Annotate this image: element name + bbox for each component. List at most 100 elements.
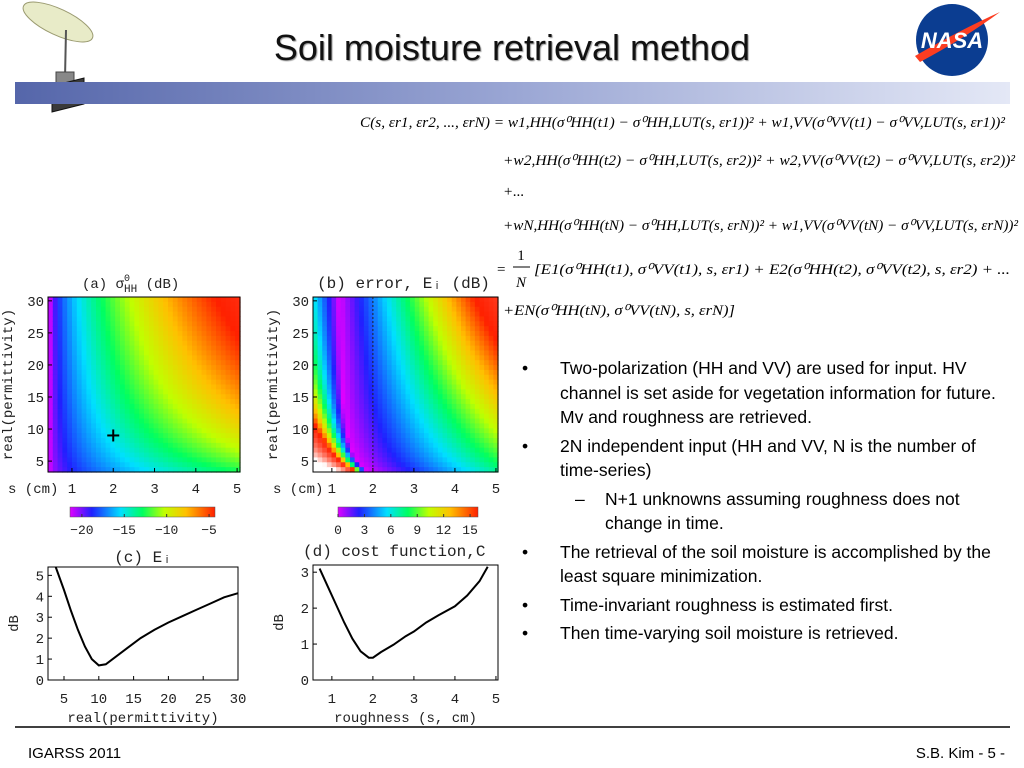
heatmap-cell (414, 379, 420, 386)
heatmap-cell (172, 316, 179, 322)
heatmap-cell (340, 369, 346, 376)
heatmap-cell (100, 379, 107, 386)
heatmap-cell (129, 428, 135, 434)
heatmap-cell (387, 360, 393, 366)
heatmap-cell (493, 311, 499, 318)
heatmap-cell (110, 442, 116, 449)
heatmap-cell (474, 345, 481, 352)
x-tick-label: 3 (410, 692, 418, 708)
footer-left: IGARSS 2011 (28, 745, 121, 762)
heatmap-cell (345, 369, 351, 376)
heatmap-cell (124, 350, 131, 356)
heatmap-cell (235, 311, 241, 318)
heatmap-cell (340, 384, 346, 390)
heatmap-cell (340, 389, 346, 395)
heatmap-cell (134, 418, 140, 424)
heatmap-cell (182, 311, 188, 318)
heatmap-cell (134, 301, 140, 308)
heatmap-cell (313, 374, 319, 381)
heatmap-cell (72, 403, 78, 410)
heatmap-cell (76, 408, 83, 415)
heatmap-cell (153, 399, 159, 405)
heatmap-cell (368, 423, 374, 429)
heatmap-cell (177, 418, 183, 424)
heatmap-cell (182, 350, 188, 356)
heatmap-cell (317, 403, 323, 410)
heatmap-cell (105, 408, 111, 415)
heatmap-cell (158, 311, 164, 318)
heatmap-cell (158, 331, 164, 337)
heatmap-cell (336, 316, 342, 322)
heatmap-cell (479, 457, 485, 463)
heatmap-cell (76, 389, 83, 395)
heatmap-cell (317, 355, 323, 361)
heatmap-cell (387, 355, 393, 361)
heatmap-cell (110, 355, 116, 361)
heatmap-cell (456, 335, 462, 342)
heatmap-cell (230, 394, 236, 400)
heatmap-cell (105, 297, 111, 303)
heatmap-cell (354, 399, 360, 405)
heatmap-cell (387, 379, 393, 386)
heatmap-cell (172, 394, 179, 400)
heatmap-cell (405, 413, 411, 420)
heatmap-cell (424, 452, 430, 459)
heatmap-cell (225, 365, 231, 371)
heatmap-cell (230, 437, 236, 444)
heatmap-cell (373, 442, 379, 449)
heatmap-cell (382, 326, 388, 332)
heatmap-cell (67, 452, 73, 459)
heatmap-cell (414, 447, 420, 454)
heatmap-cell (313, 442, 319, 449)
heatmap-cell (451, 331, 457, 337)
heatmap-cell (139, 447, 145, 454)
heatmap-cell (153, 389, 159, 395)
heatmap-cell (354, 437, 360, 444)
heatmap-cell (163, 413, 169, 420)
heatmap-cell (187, 433, 193, 439)
heatmap-cell (470, 447, 476, 454)
y-tick-label: 2 (301, 602, 309, 618)
heatmap-cell (345, 423, 351, 429)
heatmap-cell (48, 326, 54, 332)
heatmap-cell (115, 301, 121, 308)
heatmap-cell (345, 331, 351, 337)
heatmap-cell (354, 301, 360, 308)
heatmap-cell (451, 306, 457, 313)
heatmap-cell (391, 326, 397, 332)
heatmap-cell (172, 340, 179, 347)
heatmap-cell (163, 462, 169, 468)
heatmap-cell (144, 311, 150, 318)
heatmap-cell (211, 437, 217, 444)
heatmap-cell (317, 394, 323, 400)
heatmap-cell (465, 408, 471, 415)
heatmap-cell (345, 433, 351, 439)
heatmap-cell (419, 437, 425, 444)
heatmap-cell (139, 379, 145, 386)
heatmap-cell (72, 423, 78, 429)
heatmap-cell (484, 389, 490, 395)
heatmap-cell (493, 462, 499, 468)
logo-text: NASA (921, 28, 983, 53)
heatmap-cell (405, 316, 411, 322)
heatmap-cell (192, 389, 198, 395)
heatmap-cell (428, 457, 434, 463)
heatmap-cell (187, 345, 193, 352)
heatmap-cell (211, 447, 217, 454)
heatmap-cell (110, 457, 116, 463)
heatmap-cell (437, 408, 444, 415)
heatmap-cell (129, 311, 135, 318)
heatmap-cell (433, 442, 439, 449)
heatmap-cell (470, 433, 476, 439)
heatmap-cell (72, 335, 78, 342)
heatmap-cell (100, 394, 107, 400)
heatmap-cell (144, 447, 150, 454)
heatmap-cell (451, 418, 457, 424)
heatmap-cell (456, 408, 462, 415)
heatmap-cell (414, 350, 420, 356)
heatmap-cell (419, 316, 425, 322)
heatmap-cell (400, 428, 407, 434)
x-tick-label: 5 (60, 692, 68, 708)
heatmap-cell (216, 457, 222, 463)
heatmap-cell (115, 321, 121, 327)
